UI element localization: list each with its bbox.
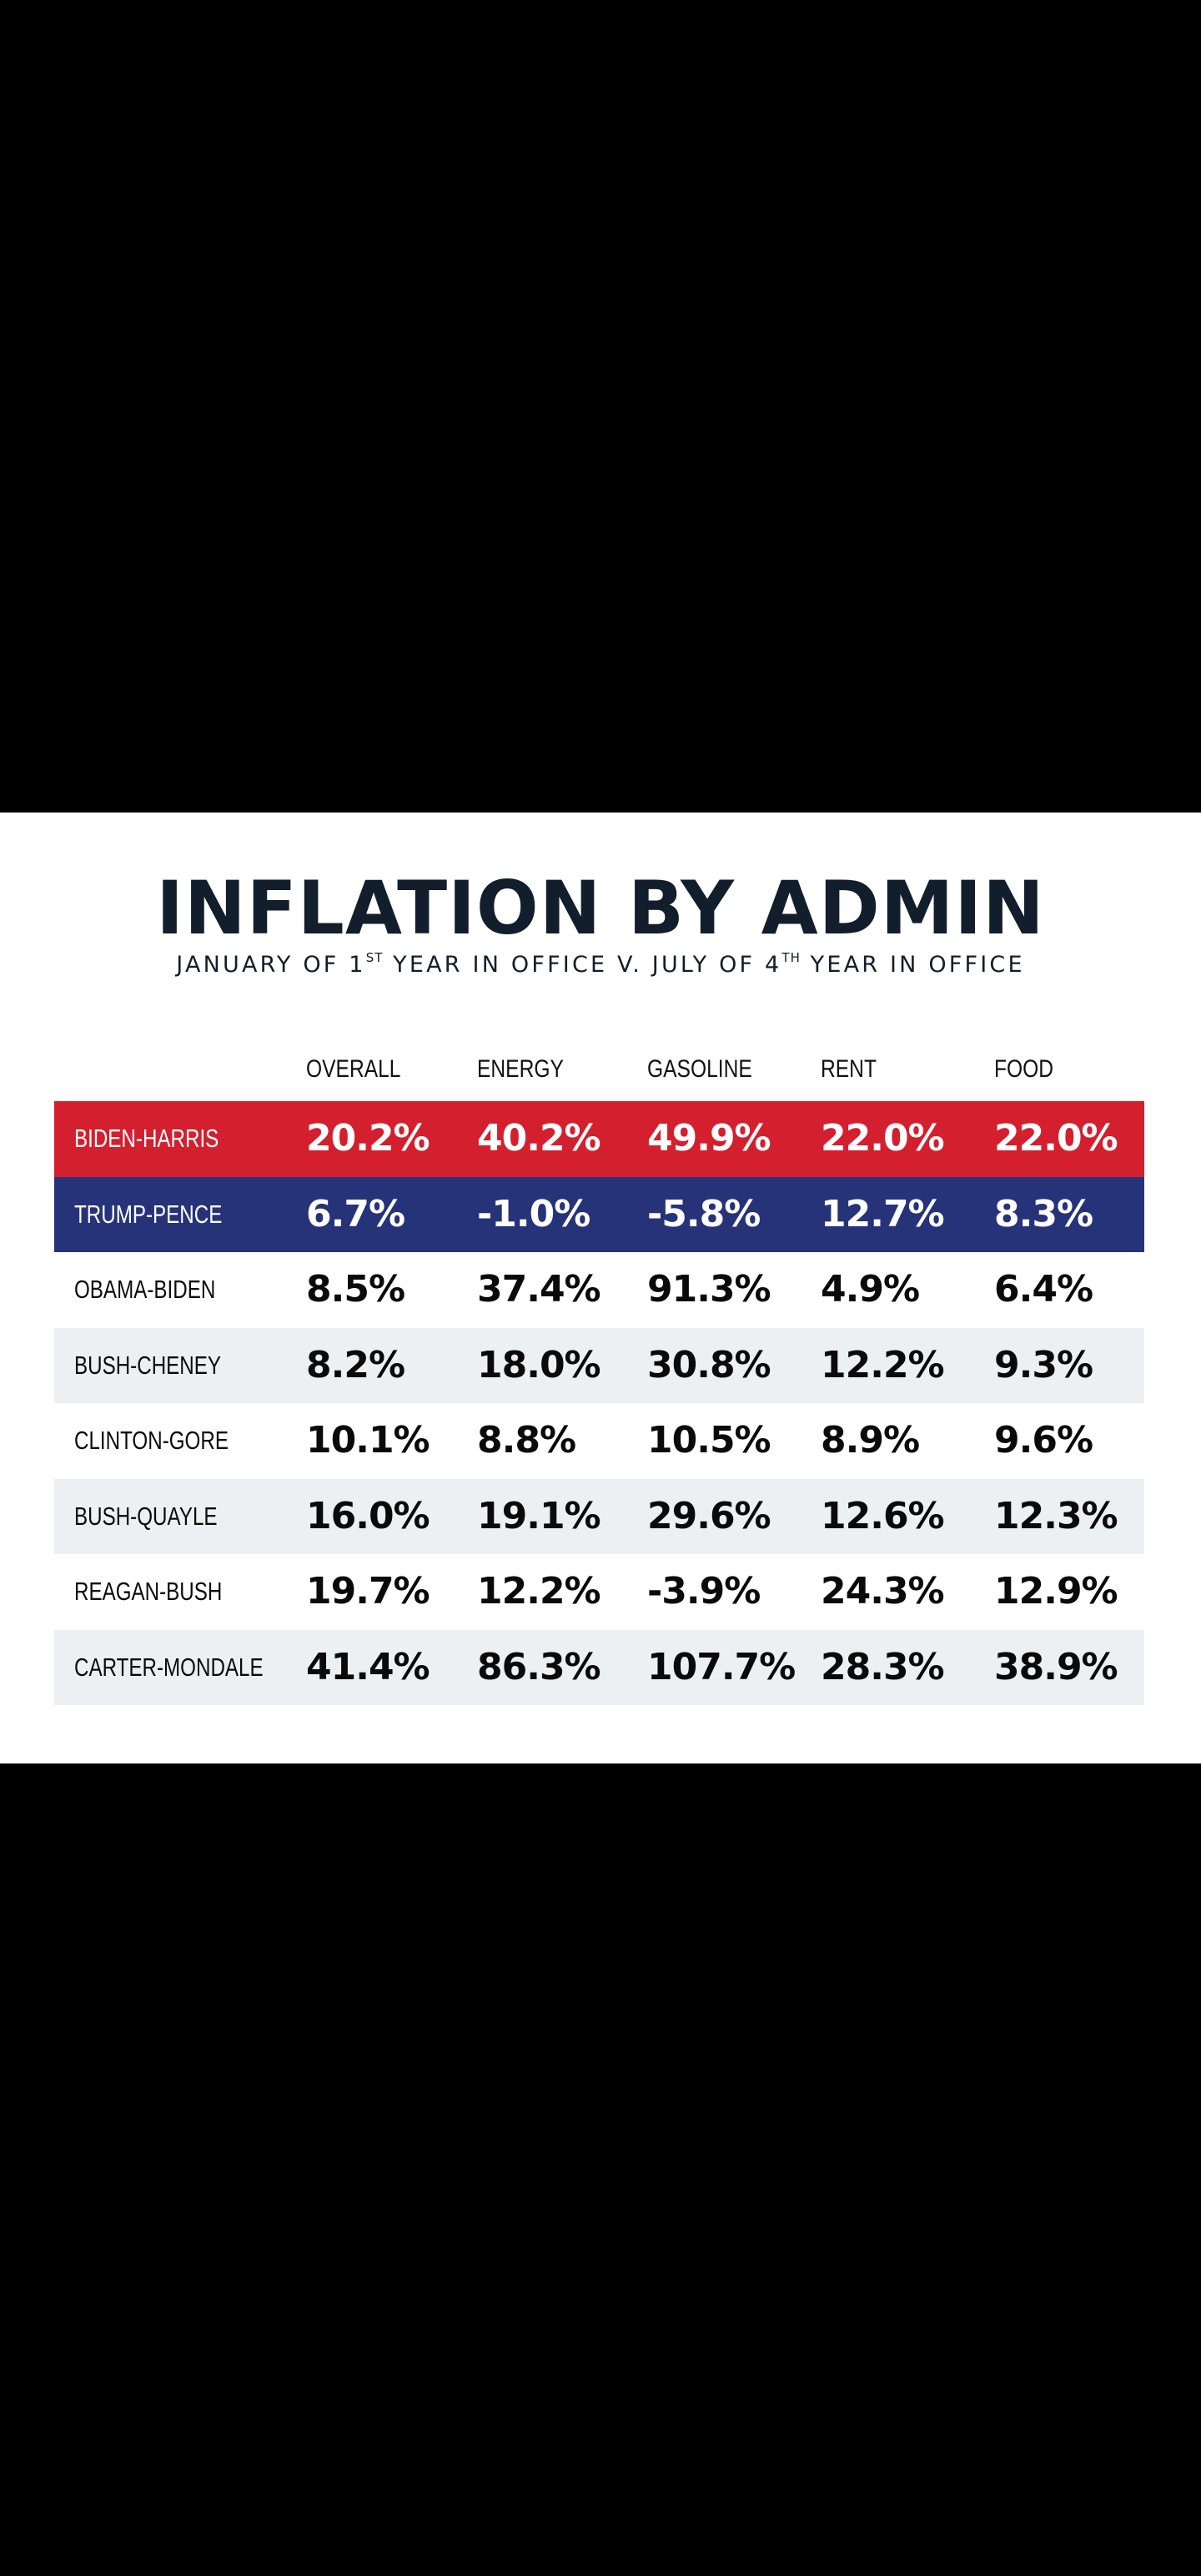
- table-cell-overall: 6.7%: [306, 1192, 405, 1235]
- table-cell-rent: 22.0%: [821, 1117, 945, 1160]
- table-cell-gasoline: -3.9%: [647, 1570, 761, 1613]
- table-cell-food: 9.6%: [994, 1419, 1093, 1462]
- table-cell-rent: 12.2%: [821, 1343, 945, 1386]
- subtitle-part: YEAR IN OFFICE V. JULY OF 4: [383, 952, 782, 978]
- table-row: CARTER-MONDALE 41.4% 86.3% 107.7% 28.3% 38.9%: [54, 1629, 1144, 1705]
- table-cell-energy: 37.4%: [477, 1268, 601, 1311]
- admin-name: BUSH-CHENEY: [74, 1350, 222, 1380]
- column-header-gasoline: GASOLINE: [647, 1055, 752, 1083]
- admin-name: OBAMA-BIDEN: [74, 1275, 216, 1304]
- table-row: TRUMP-PENCE 6.7% -1.0% -5.8% 12.7% 8.3%: [54, 1176, 1144, 1252]
- table-cell-energy: 40.2%: [477, 1117, 601, 1160]
- table-cell-energy: 12.2%: [477, 1570, 601, 1613]
- admin-name: BUSH-QUAYLE: [74, 1501, 218, 1531]
- table-cell-gasoline: 10.5%: [647, 1419, 771, 1462]
- table-cell-overall: 8.5%: [306, 1268, 405, 1311]
- column-header-overall: OVERALL: [306, 1055, 401, 1083]
- table-cell-food: 9.3%: [994, 1343, 1093, 1386]
- table-cell-gasoline: 29.6%: [647, 1494, 771, 1537]
- page-subtitle: JANUARY OF 1ST YEAR IN OFFICE V. JULY OF…: [0, 948, 1201, 982]
- table-row: BUSH-QUAYLE 16.0% 19.1% 29.6% 12.6% 12.3%: [54, 1478, 1144, 1554]
- table-cell-rent: 24.3%: [821, 1570, 945, 1613]
- table-cell-rent: 4.9%: [821, 1268, 920, 1311]
- subtitle-part: YEAR IN OFFICE: [800, 952, 1025, 978]
- table-row: BUSH-CHENEY 8.2% 18.0% 30.8% 12.2% 9.3%: [54, 1327, 1144, 1403]
- table-cell-overall: 20.2%: [306, 1117, 430, 1160]
- table-cell-overall: 16.0%: [306, 1494, 430, 1537]
- admin-name: REAGAN-BUSH: [74, 1577, 223, 1606]
- column-header-energy: ENERGY: [477, 1055, 564, 1083]
- subtitle-part: JANUARY OF 1: [176, 952, 366, 978]
- table-cell-energy: 19.1%: [477, 1494, 601, 1537]
- subtitle-superscript: ST: [365, 950, 384, 965]
- subtitle-superscript: TH: [781, 950, 801, 965]
- admin-name: BIDEN-HARRIS: [74, 1124, 219, 1153]
- table-cell-gasoline: 107.7%: [647, 1645, 796, 1688]
- column-header-food: FOOD: [994, 1055, 1054, 1083]
- admin-name: CARTER-MONDALE: [74, 1652, 264, 1682]
- table-cell-rent: 12.6%: [821, 1494, 945, 1537]
- table-cell-food: 12.3%: [994, 1494, 1118, 1537]
- table-cell-gasoline: 30.8%: [647, 1343, 771, 1386]
- table-cell-rent: 28.3%: [821, 1645, 945, 1688]
- admin-name: TRUMP-PENCE: [74, 1199, 223, 1229]
- table-cell-rent: 12.7%: [821, 1192, 945, 1235]
- table-cell-gasoline: 91.3%: [647, 1268, 771, 1311]
- column-header-rent: RENT: [821, 1055, 877, 1083]
- inflation-table: OVERALL ENERGY GASOLINE RENT FOOD BIDEN-…: [54, 1034, 1144, 1705]
- table-cell-food: 38.9%: [994, 1645, 1118, 1688]
- table-cell-food: 12.9%: [994, 1570, 1118, 1613]
- table-header-row: OVERALL ENERGY GASOLINE RENT FOOD: [54, 1034, 1144, 1101]
- table-cell-food: 22.0%: [994, 1117, 1118, 1160]
- table-row: BIDEN-HARRIS 20.2% 40.2% 49.9% 22.0% 22.0%: [54, 1101, 1144, 1177]
- infographic-panel: INFLATION BY ADMIN JANUARY OF 1ST YEAR I…: [0, 813, 1201, 1763]
- table-cell-energy: -1.0%: [477, 1192, 590, 1235]
- table-body: BIDEN-HARRIS 20.2% 40.2% 49.9% 22.0% 22.0% TRU…: [54, 1101, 1144, 1705]
- table-cell-gasoline: -5.8%: [647, 1192, 761, 1235]
- page-title: INFLATION BY ADMIN: [156, 865, 1045, 951]
- admin-name: CLINTON-GORE: [74, 1426, 229, 1455]
- table-row: CLINTON-GORE 10.1% 8.8% 10.5% 8.9% 9.6%: [54, 1403, 1144, 1479]
- table-row: REAGAN-BUSH 19.7% 12.2% -3.9% 24.3% 12.9%: [54, 1554, 1144, 1630]
- table-cell-overall: 41.4%: [306, 1645, 430, 1688]
- table-cell-overall: 19.7%: [306, 1570, 430, 1613]
- table-cell-food: 6.4%: [994, 1268, 1093, 1311]
- table-cell-gasoline: 49.9%: [647, 1117, 771, 1160]
- table-cell-food: 8.3%: [994, 1192, 1093, 1235]
- table-cell-energy: 86.3%: [477, 1645, 601, 1688]
- table-cell-energy: 18.0%: [477, 1343, 601, 1386]
- table-cell-overall: 10.1%: [306, 1419, 430, 1462]
- table-row: OBAMA-BIDEN 8.5% 37.4% 91.3% 4.9% 6.4%: [54, 1252, 1144, 1328]
- table-cell-energy: 8.8%: [477, 1419, 576, 1462]
- table-cell-rent: 8.9%: [821, 1419, 920, 1462]
- table-cell-overall: 8.2%: [306, 1343, 405, 1386]
